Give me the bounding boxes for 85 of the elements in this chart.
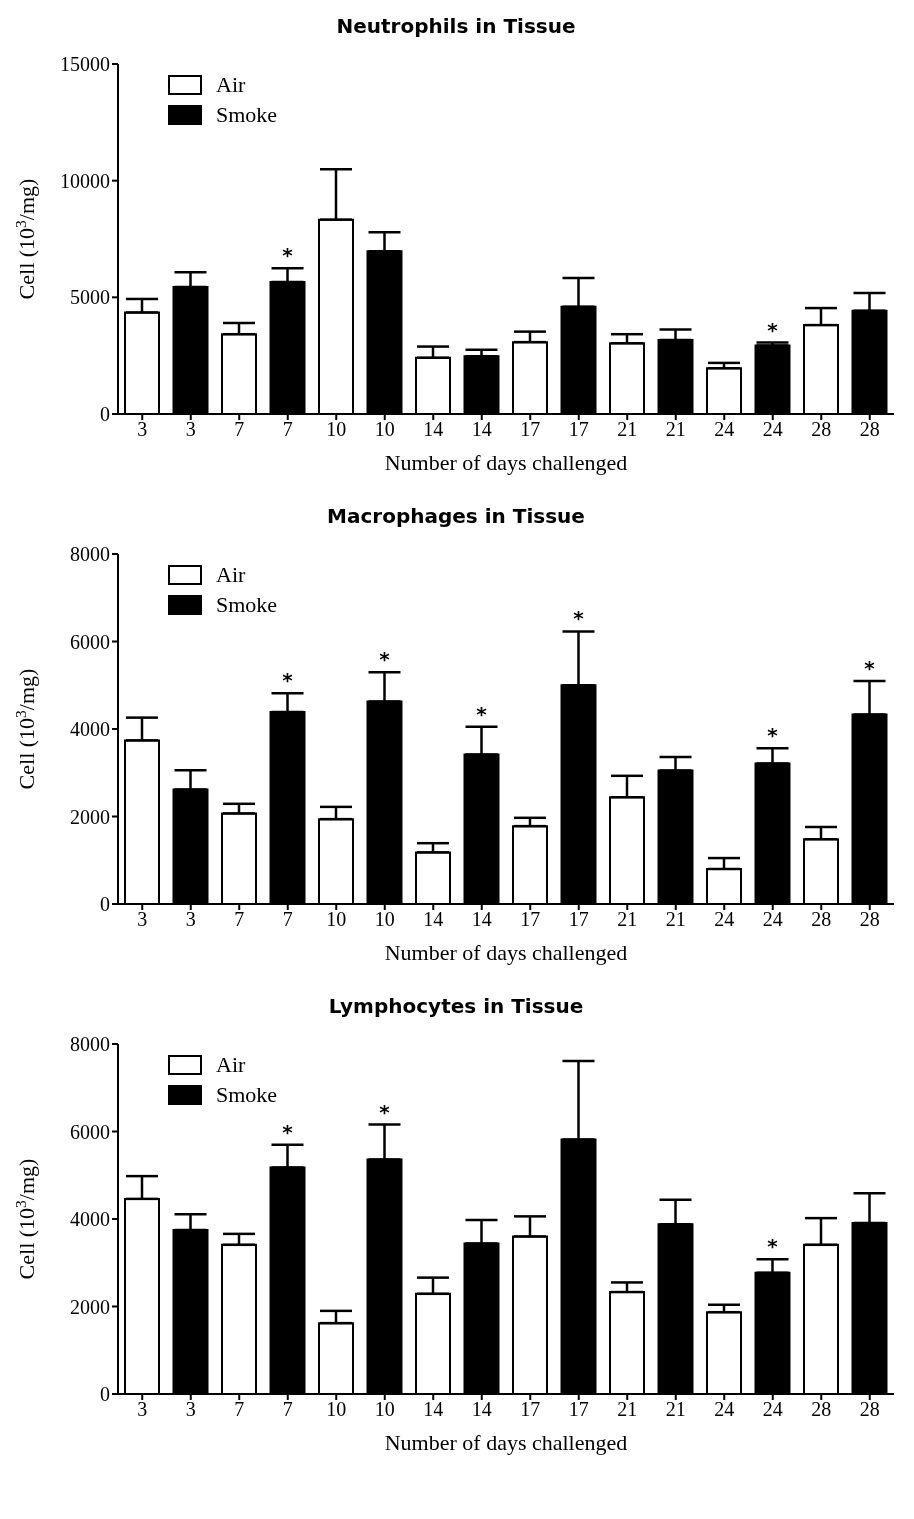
chart-title: Neutrophils in Tissue [335,13,577,40]
y-tick-label: 10000 [60,169,110,192]
x-tick-label: 3 [185,908,196,931]
x-tick-label: 10 [374,908,395,931]
y-tick-label: 6000 [70,630,110,653]
x-tick-label: 17 [520,908,541,931]
x-tick-label: 28 [859,418,880,441]
y-tick-label: 8000 [70,1033,110,1056]
y-tick-label: 2000 [70,805,110,828]
x-tick-label: 7 [234,418,245,441]
x-tick-label: 21 [665,1398,686,1421]
data-label: * [379,647,391,672]
x-tick-label: 14 [471,1398,492,1421]
legend-label: Smoke [216,102,278,128]
x-tick-label: 24 [714,418,735,441]
x-tick-label: 3 [137,908,148,931]
x-tick-label: 17 [568,418,589,441]
x-tick-label: 17 [568,908,589,931]
x-tick-label: 14 [423,1398,444,1421]
x-tick-label: 28 [811,418,832,441]
y-tick-label: 0 [100,893,110,916]
x-tick-label: 3 [137,418,148,441]
x-tick-label: 21 [617,418,638,441]
x-tick-label: 28 [859,1398,880,1421]
data-label: * [864,655,876,680]
y-tick-label: 0 [100,1383,110,1406]
x-tick-label: 17 [520,1398,541,1421]
data-label: * [767,317,779,342]
data-label: * [379,1099,391,1124]
x-tick-label: 7 [282,1398,293,1421]
x-tick-label: 10 [326,1398,347,1421]
data-label: * [282,243,294,268]
x-tick-label: 24 [762,908,783,931]
x-tick-label: 14 [471,908,492,931]
x-tick-label: 3 [137,1398,148,1421]
x-tick-label: 7 [234,1398,245,1421]
x-tick-label: 10 [326,418,347,441]
legend-label: Smoke [216,1082,278,1108]
x-tick-label: 7 [282,908,293,931]
legend-label: Smoke [216,592,278,618]
x-tick-label: 7 [234,908,245,931]
x-tick-label: 10 [326,908,347,931]
x-tick-label: 28 [811,1398,832,1421]
y-tick-label: 15000 [60,53,110,76]
legend-label: Air [216,72,246,98]
x-axis-title: Number of days challenged [384,1430,628,1455]
legend-label: Air [216,562,246,588]
chart-title: Macrophages in Tissue [326,503,586,530]
x-tick-label: 14 [471,418,492,441]
y-tick-label: 5000 [70,286,110,309]
x-tick-label: 24 [714,1398,735,1421]
y-tick-label: 4000 [70,718,110,741]
x-tick-label: 10 [374,1398,395,1421]
x-tick-label: 24 [714,908,735,931]
x-tick-label: 21 [617,908,638,931]
x-axis-title: Number of days challenged [384,940,628,965]
x-axis-title: Number of days challenged [384,450,628,475]
data-label: * [767,723,779,748]
data-label: * [476,701,488,726]
x-tick-label: 14 [423,418,444,441]
y-tick-label: 0 [100,403,110,426]
y-tick-label: 6000 [70,1120,110,1143]
x-tick-label: 24 [762,1398,783,1421]
x-tick-label: 3 [185,418,196,441]
x-tick-label: 10 [374,418,395,441]
data-label: * [282,1119,294,1144]
x-tick-label: 17 [520,418,541,441]
x-tick-label: 21 [665,908,686,931]
y-tick-label: 2000 [70,1295,110,1318]
chart-title: Lymphocytes in Tissue [327,993,585,1020]
data-label: * [282,668,294,693]
legend-label: Air [216,1052,246,1078]
data-label: * [767,1234,779,1259]
x-tick-label: 21 [665,418,686,441]
y-tick-label: 4000 [70,1208,110,1231]
x-tick-label: 21 [617,1398,638,1421]
y-tick-label: 8000 [70,543,110,566]
x-tick-label: 28 [859,908,880,931]
x-tick-label: 28 [811,908,832,931]
x-tick-label: 7 [282,418,293,441]
x-tick-label: 17 [568,1398,589,1421]
x-tick-label: 3 [185,1398,196,1421]
x-tick-label: 24 [762,418,783,441]
data-label: * [573,606,585,631]
x-tick-label: 14 [423,908,444,931]
